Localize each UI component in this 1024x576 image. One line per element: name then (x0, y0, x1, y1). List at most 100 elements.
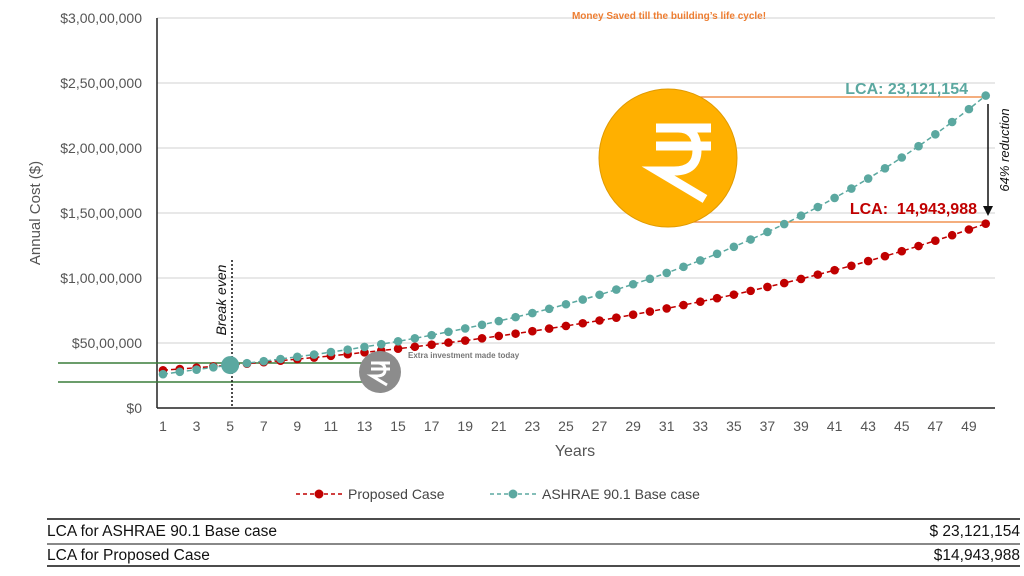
data-point (528, 326, 537, 336)
x-tick-label: 39 (793, 418, 809, 434)
data-point (343, 345, 352, 354)
data-point (729, 242, 739, 252)
rupee-coin-icon (598, 88, 738, 228)
x-tick-label: 3 (193, 418, 201, 434)
data-point (578, 295, 588, 304)
legend-marker-base (508, 489, 518, 499)
x-tick-label: 5 (226, 418, 234, 434)
data-point (964, 104, 974, 114)
data-point (779, 278, 789, 288)
data-point (645, 274, 655, 284)
x-tick-label: 15 (390, 418, 406, 434)
y-tick-label: $50,00,000 (72, 335, 142, 351)
data-point (561, 299, 571, 309)
data-point (679, 300, 688, 310)
y-tick-label: $2,00,00,000 (60, 140, 142, 156)
table-row-value: $14,943,988 (933, 547, 1020, 564)
data-point (477, 320, 487, 330)
data-point (796, 274, 806, 284)
y-tick-label: $1,50,00,000 (60, 205, 142, 221)
data-point (981, 91, 991, 100)
y-tick-label: $3,00,00,000 (60, 10, 142, 26)
data-point (931, 236, 940, 245)
data-point (863, 174, 873, 183)
x-tick-label: 27 (592, 418, 608, 434)
data-point (628, 279, 638, 289)
data-point (746, 235, 755, 244)
data-point (612, 313, 621, 322)
data-point (897, 246, 907, 256)
data-point (763, 282, 772, 292)
data-point (695, 256, 705, 265)
data-point (813, 270, 823, 279)
data-point (376, 339, 386, 349)
data-point (880, 251, 890, 261)
data-point (221, 356, 240, 375)
table-row-value: $ 23,121,154 (929, 523, 1020, 540)
data-point (729, 290, 739, 299)
data-point (242, 358, 252, 368)
table-row: LCA for Proposed Case $14,943,988 (47, 547, 1020, 565)
data-point (595, 290, 604, 300)
data-point (158, 369, 168, 379)
x-tick-label: 25 (558, 418, 574, 434)
reduction-arrowhead-icon (983, 206, 993, 216)
extra-investment-label: Extra investment made today (408, 351, 520, 360)
break-even-label: Break even (213, 264, 229, 335)
data-point (830, 265, 839, 275)
x-tick-label: 7 (260, 418, 268, 434)
x-tick-label: 49 (961, 418, 977, 434)
data-point (914, 141, 923, 151)
lca-proposed-label: LCA: 14,943,988 (850, 201, 977, 218)
table-row-label: LCA for Proposed Case (47, 547, 210, 564)
x-tick-label: 21 (491, 418, 507, 434)
data-point (427, 330, 436, 340)
table-row: LCA for ASHRAE 90.1 Base case $ 23,121,1… (47, 523, 1020, 541)
data-point (830, 193, 839, 203)
data-point (947, 230, 957, 240)
data-point (796, 211, 806, 221)
data-point (259, 356, 269, 366)
y-tick-label: $0 (126, 400, 142, 416)
data-point (192, 365, 201, 374)
y-tick-label: $1,00,00,000 (60, 270, 142, 286)
chart-title: Money Saved till the building’s life cyc… (572, 11, 766, 22)
data-point (931, 130, 940, 139)
data-point (712, 249, 722, 259)
data-point (645, 307, 655, 316)
data-point (175, 367, 185, 377)
data-point (880, 163, 890, 173)
legend-marker-proposed (314, 489, 324, 499)
x-tick-label: 23 (525, 418, 541, 434)
x-tick-label: 13 (357, 418, 373, 434)
data-point (494, 331, 504, 341)
data-point (293, 352, 302, 362)
data-point (209, 363, 218, 372)
x-tick-label: 17 (424, 418, 440, 434)
data-point (276, 354, 285, 364)
data-point (410, 342, 420, 352)
x-tick-label: 47 (928, 418, 944, 434)
data-point (460, 324, 470, 333)
legend: Proposed Case ASHRAE 90.1 Base case (296, 486, 700, 502)
data-point (914, 241, 923, 251)
data-point (863, 256, 873, 266)
data-point (662, 304, 671, 313)
data-point (763, 227, 772, 237)
x-tick-label: 9 (293, 418, 301, 434)
lca-base-label: LCA: 23,121,154 (845, 81, 968, 98)
x-axis-label: Years (555, 443, 595, 460)
data-point (360, 342, 369, 352)
data-point (393, 344, 403, 354)
reduction-label: 64% reduction (997, 108, 1012, 191)
data-point (578, 318, 588, 328)
x-tick-label: 41 (827, 418, 843, 434)
data-point (662, 268, 671, 278)
data-point (561, 321, 571, 331)
data-point (612, 285, 621, 294)
series-line-1 (162, 95, 987, 375)
data-point (847, 184, 856, 193)
data-point (847, 261, 856, 271)
data-point (813, 202, 823, 212)
